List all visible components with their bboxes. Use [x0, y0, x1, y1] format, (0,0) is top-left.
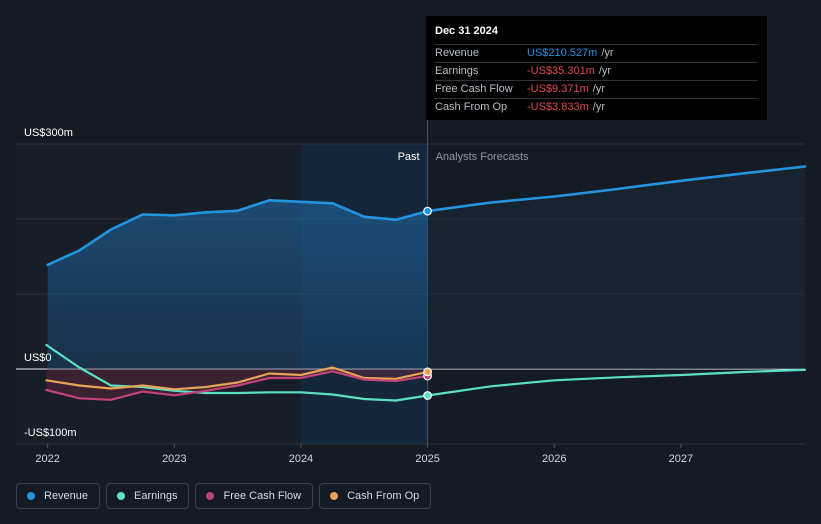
tooltip-row-label: Revenue [435, 47, 480, 59]
tooltip-row-free-cash-flow: Free Cash Flow -US$9.371m /yr [435, 80, 758, 98]
tooltip-row-label: Cash From Op [435, 101, 508, 113]
tooltip-row-value: -US$35.301m [527, 65, 595, 77]
series-line-earnings [45, 343, 807, 402]
legend-label: Cash From Op [347, 490, 420, 502]
tooltip-row-revenue: Revenue US$210.527m /yr [435, 44, 758, 62]
point-marker-earnings [423, 391, 432, 400]
point-marker-cash-from-op [423, 367, 432, 377]
revenue-area [47, 200, 428, 369]
tooltip-row-label: Free Cash Flow [435, 83, 513, 95]
y-axis-label: -US$100m [24, 427, 77, 439]
tooltip-date: Dec 31 2024 [435, 25, 498, 37]
legend-dot-icon [206, 492, 215, 500]
tooltip-row-value: US$210.527m [527, 47, 598, 59]
legend-item-cash-from-op[interactable]: Cash From Op [319, 483, 432, 509]
tooltip-row-unit: /yr [598, 65, 612, 77]
tooltip-row-unit: /yr [601, 47, 614, 59]
legend-item-revenue[interactable]: Revenue [16, 483, 101, 509]
legend-dot-icon [330, 492, 339, 500]
series-line-revenue [46, 165, 807, 267]
free-cash-flow-area [46, 369, 428, 400]
legend-item-earnings[interactable]: Earnings [106, 483, 190, 509]
chart-legend: Revenue Earnings Free Cash Flow Cash Fro… [16, 483, 432, 511]
revenue-forecast-area [427, 166, 805, 369]
forecast-label: Analysts Forecasts [436, 151, 529, 163]
x-tick-label: 2027 [669, 453, 693, 465]
x-tick-label: 2025 [415, 453, 439, 465]
legend-dot-icon [27, 492, 35, 500]
legend-label: Free Cash Flow [223, 490, 302, 502]
series-line-cash-from-op [45, 366, 429, 391]
x-tick-label: 2026 [542, 453, 566, 465]
legend-label: Earnings [134, 490, 178, 502]
data-tooltip: Dec 31 2024 Revenue US$210.527m /yr Earn… [426, 16, 767, 120]
series-line-free-cash-flow [45, 370, 429, 401]
tooltip-row-unit: /yr [592, 83, 605, 95]
x-tick-label: 2023 [162, 453, 186, 465]
past-label: Past [398, 151, 420, 163]
tooltip-row-label: Earnings [435, 65, 479, 77]
legend-item-free-cash-flow[interactable]: Free Cash Flow [195, 483, 314, 509]
tooltip-row-earnings: Earnings -US$35.301m /yr [435, 62, 758, 80]
tooltip-row-value: -US$3.833m [527, 101, 589, 113]
financial-chart: US$300m US$0 -US$100m 2022 2023 2024 2025 2026 2… [16, 120, 807, 465]
y-axis-label: US$0 [24, 352, 52, 364]
legend-label: Revenue [44, 490, 89, 502]
legend-dot-icon [117, 492, 126, 500]
tooltip-row-value: -US$9.371m [527, 83, 589, 95]
x-tick-label: 2024 [289, 453, 313, 465]
x-tick-label: 2022 [35, 453, 59, 465]
tooltip-row-cash-from-op: Cash From Op -US$3.833m /yr [435, 98, 758, 116]
y-axis-label: US$300m [24, 127, 73, 139]
point-marker-revenue [423, 206, 432, 216]
tooltip-row-unit: /yr [592, 101, 605, 113]
